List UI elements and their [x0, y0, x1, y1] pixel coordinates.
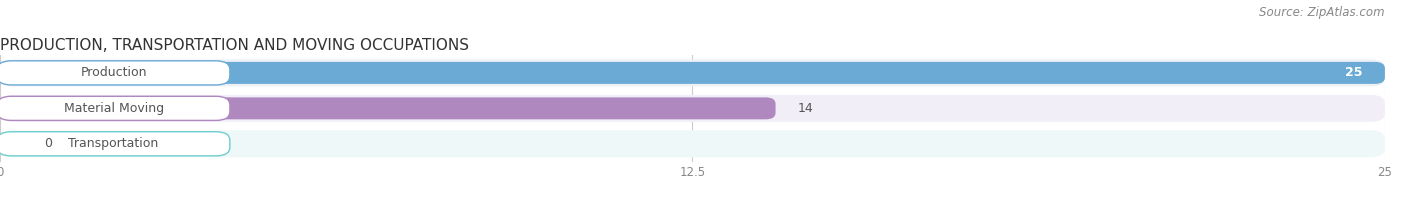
Text: Source: ZipAtlas.com: Source: ZipAtlas.com [1260, 6, 1385, 19]
Text: Transportation: Transportation [69, 137, 159, 150]
FancyBboxPatch shape [0, 59, 1385, 86]
FancyBboxPatch shape [0, 96, 231, 120]
FancyBboxPatch shape [0, 95, 1385, 122]
Text: 25: 25 [1346, 66, 1362, 79]
FancyBboxPatch shape [0, 62, 1385, 84]
Text: Material Moving: Material Moving [63, 102, 163, 115]
FancyBboxPatch shape [0, 61, 231, 85]
Text: 14: 14 [797, 102, 814, 115]
Text: PRODUCTION, TRANSPORTATION AND MOVING OCCUPATIONS: PRODUCTION, TRANSPORTATION AND MOVING OC… [0, 38, 470, 53]
FancyBboxPatch shape [0, 132, 231, 156]
Text: 0: 0 [45, 137, 52, 150]
FancyBboxPatch shape [0, 97, 776, 119]
FancyBboxPatch shape [0, 133, 34, 155]
FancyBboxPatch shape [0, 130, 1385, 157]
Text: Production: Production [80, 66, 146, 79]
